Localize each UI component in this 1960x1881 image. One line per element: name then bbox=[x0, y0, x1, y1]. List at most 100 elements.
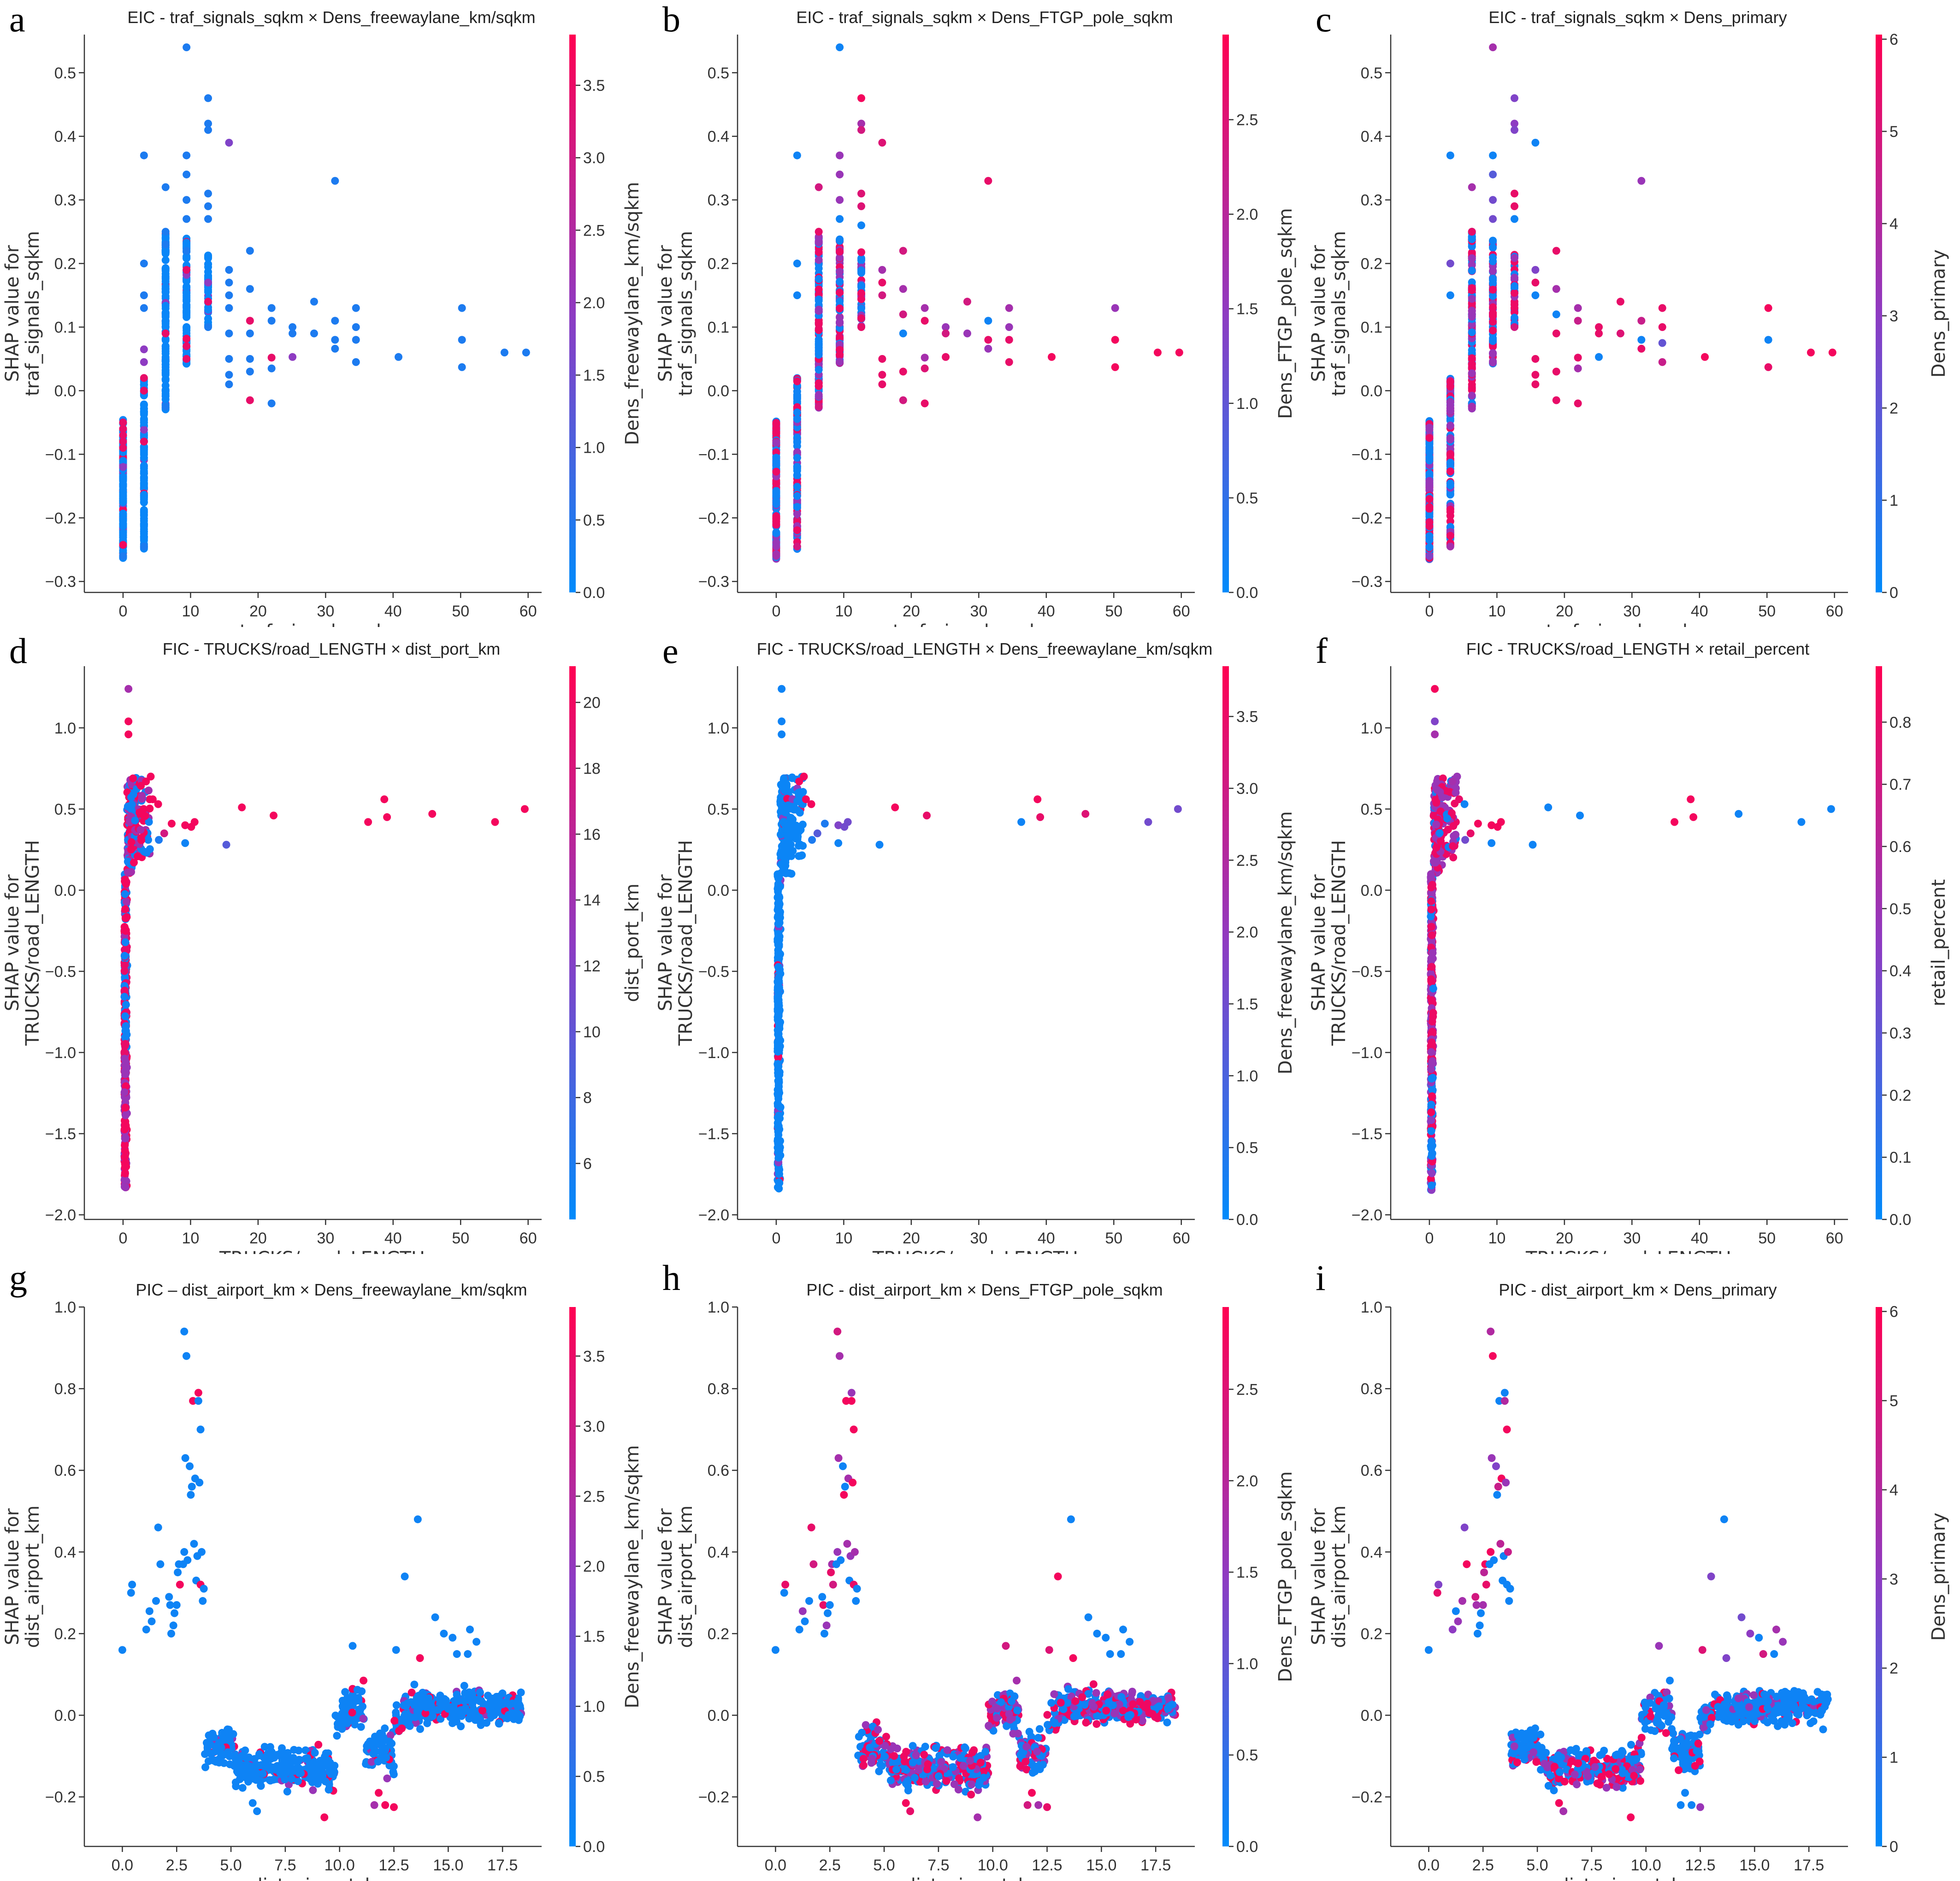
data-point bbox=[1489, 349, 1497, 357]
x-tick-label: 10 bbox=[1488, 603, 1505, 620]
data-point bbox=[1111, 304, 1119, 312]
data-point bbox=[793, 378, 801, 385]
data-point bbox=[162, 241, 170, 248]
data-point bbox=[204, 94, 212, 102]
data-point bbox=[1489, 196, 1497, 204]
x-tick-label: 50 bbox=[452, 1230, 469, 1247]
data-point bbox=[162, 402, 170, 410]
y-tick-label: −2.0 bbox=[698, 1207, 729, 1224]
x-tick-label: 10 bbox=[182, 603, 199, 620]
data-point bbox=[181, 839, 189, 847]
data-point bbox=[1446, 481, 1454, 489]
data-point bbox=[406, 1722, 414, 1730]
data-point bbox=[1036, 813, 1044, 821]
data-point bbox=[899, 285, 907, 293]
data-point bbox=[173, 1601, 181, 1609]
data-point bbox=[246, 355, 254, 363]
x-tick-label: 30 bbox=[1623, 603, 1641, 620]
data-point bbox=[984, 336, 992, 344]
x-tick-label: 17.5 bbox=[1140, 1857, 1171, 1874]
data-point bbox=[780, 862, 788, 870]
x-tick-label: 15.0 bbox=[433, 1857, 463, 1874]
y-tick-label: −1.5 bbox=[45, 1125, 76, 1143]
data-point bbox=[431, 1613, 439, 1621]
panel-title: FIC - TRUCKS/road_LENGTH × Dens_freewayl… bbox=[757, 639, 1213, 658]
data-point bbox=[836, 289, 844, 296]
data-point bbox=[921, 354, 929, 361]
data-point bbox=[814, 829, 821, 837]
x-tick-label: 50 bbox=[1105, 1230, 1122, 1247]
data-point bbox=[815, 285, 823, 293]
data-point bbox=[1428, 1092, 1436, 1100]
y-tick-label: −0.5 bbox=[1352, 963, 1382, 981]
data-point bbox=[836, 248, 844, 255]
colorbar-tick-label: 0.0 bbox=[1889, 1211, 1911, 1229]
y-tick-label: −0.3 bbox=[45, 573, 76, 591]
data-point bbox=[475, 1696, 483, 1704]
data-point bbox=[284, 1756, 292, 1763]
data-point bbox=[342, 1697, 350, 1705]
panel-letter: b bbox=[662, 0, 680, 39]
data-point bbox=[1431, 685, 1439, 693]
y-axis-label: SHAP value fordist_airport_km bbox=[2, 1505, 43, 1648]
data-point bbox=[1637, 345, 1645, 353]
data-point bbox=[1427, 1116, 1435, 1124]
data-point bbox=[1553, 247, 1560, 254]
data-point bbox=[1489, 326, 1497, 334]
data-point bbox=[225, 291, 233, 299]
data-point bbox=[188, 1483, 196, 1491]
data-point bbox=[1446, 434, 1454, 442]
y-axis-label-line: TRUCKS/road_LENGTH bbox=[22, 840, 43, 1046]
x-tick-label: 10 bbox=[835, 603, 852, 620]
data-point bbox=[1461, 800, 1469, 808]
data-point bbox=[1511, 282, 1518, 290]
data-point bbox=[1511, 202, 1518, 210]
data-point bbox=[162, 275, 170, 283]
data-point bbox=[224, 1726, 231, 1733]
colorbar-tick-label: 3.0 bbox=[583, 1418, 605, 1435]
colorbar-tick-label: 2.5 bbox=[1236, 852, 1258, 870]
data-point bbox=[246, 247, 254, 254]
y-axis-label-line: traf_signals_sqkm bbox=[22, 231, 43, 396]
data-point bbox=[1429, 1057, 1436, 1065]
data-point bbox=[483, 1719, 490, 1727]
data-point bbox=[1050, 1690, 1058, 1698]
data-point bbox=[225, 371, 233, 379]
data-point bbox=[495, 1719, 503, 1727]
colorbar-tick-label: 2 bbox=[1889, 400, 1898, 417]
data-point bbox=[857, 314, 865, 322]
data-point bbox=[1687, 795, 1694, 803]
y-tick-label: −0.3 bbox=[1352, 573, 1382, 591]
data-point bbox=[162, 264, 170, 272]
data-point bbox=[1637, 336, 1645, 344]
data-point bbox=[1429, 949, 1437, 957]
data-point bbox=[878, 291, 886, 299]
data-point bbox=[778, 717, 785, 725]
data-point bbox=[899, 396, 907, 404]
data-point bbox=[124, 717, 132, 725]
data-point bbox=[423, 1719, 431, 1727]
colorbar-tick-label: 3.0 bbox=[1236, 780, 1258, 798]
data-point bbox=[160, 829, 168, 837]
data-point bbox=[1425, 536, 1433, 544]
x-tick-label: 10.0 bbox=[978, 1857, 1008, 1874]
data-point bbox=[1175, 349, 1183, 356]
data-point bbox=[857, 202, 865, 210]
data-point bbox=[878, 278, 886, 286]
data-point bbox=[119, 498, 127, 506]
data-point bbox=[198, 1548, 206, 1556]
data-point bbox=[1154, 349, 1162, 356]
data-point bbox=[121, 1071, 129, 1078]
x-tick-label: 40 bbox=[384, 1230, 402, 1247]
x-tick-label: 2.5 bbox=[819, 1857, 841, 1874]
data-point bbox=[162, 228, 170, 236]
y-axis-label-line: traf_signals_sqkm bbox=[1328, 231, 1350, 396]
data-point bbox=[1489, 152, 1497, 160]
colorbar-tick-label: 1.0 bbox=[1236, 395, 1258, 413]
data-point bbox=[180, 1328, 188, 1336]
data-point bbox=[1452, 831, 1459, 839]
data-point bbox=[1432, 821, 1440, 828]
data-point bbox=[162, 330, 170, 337]
